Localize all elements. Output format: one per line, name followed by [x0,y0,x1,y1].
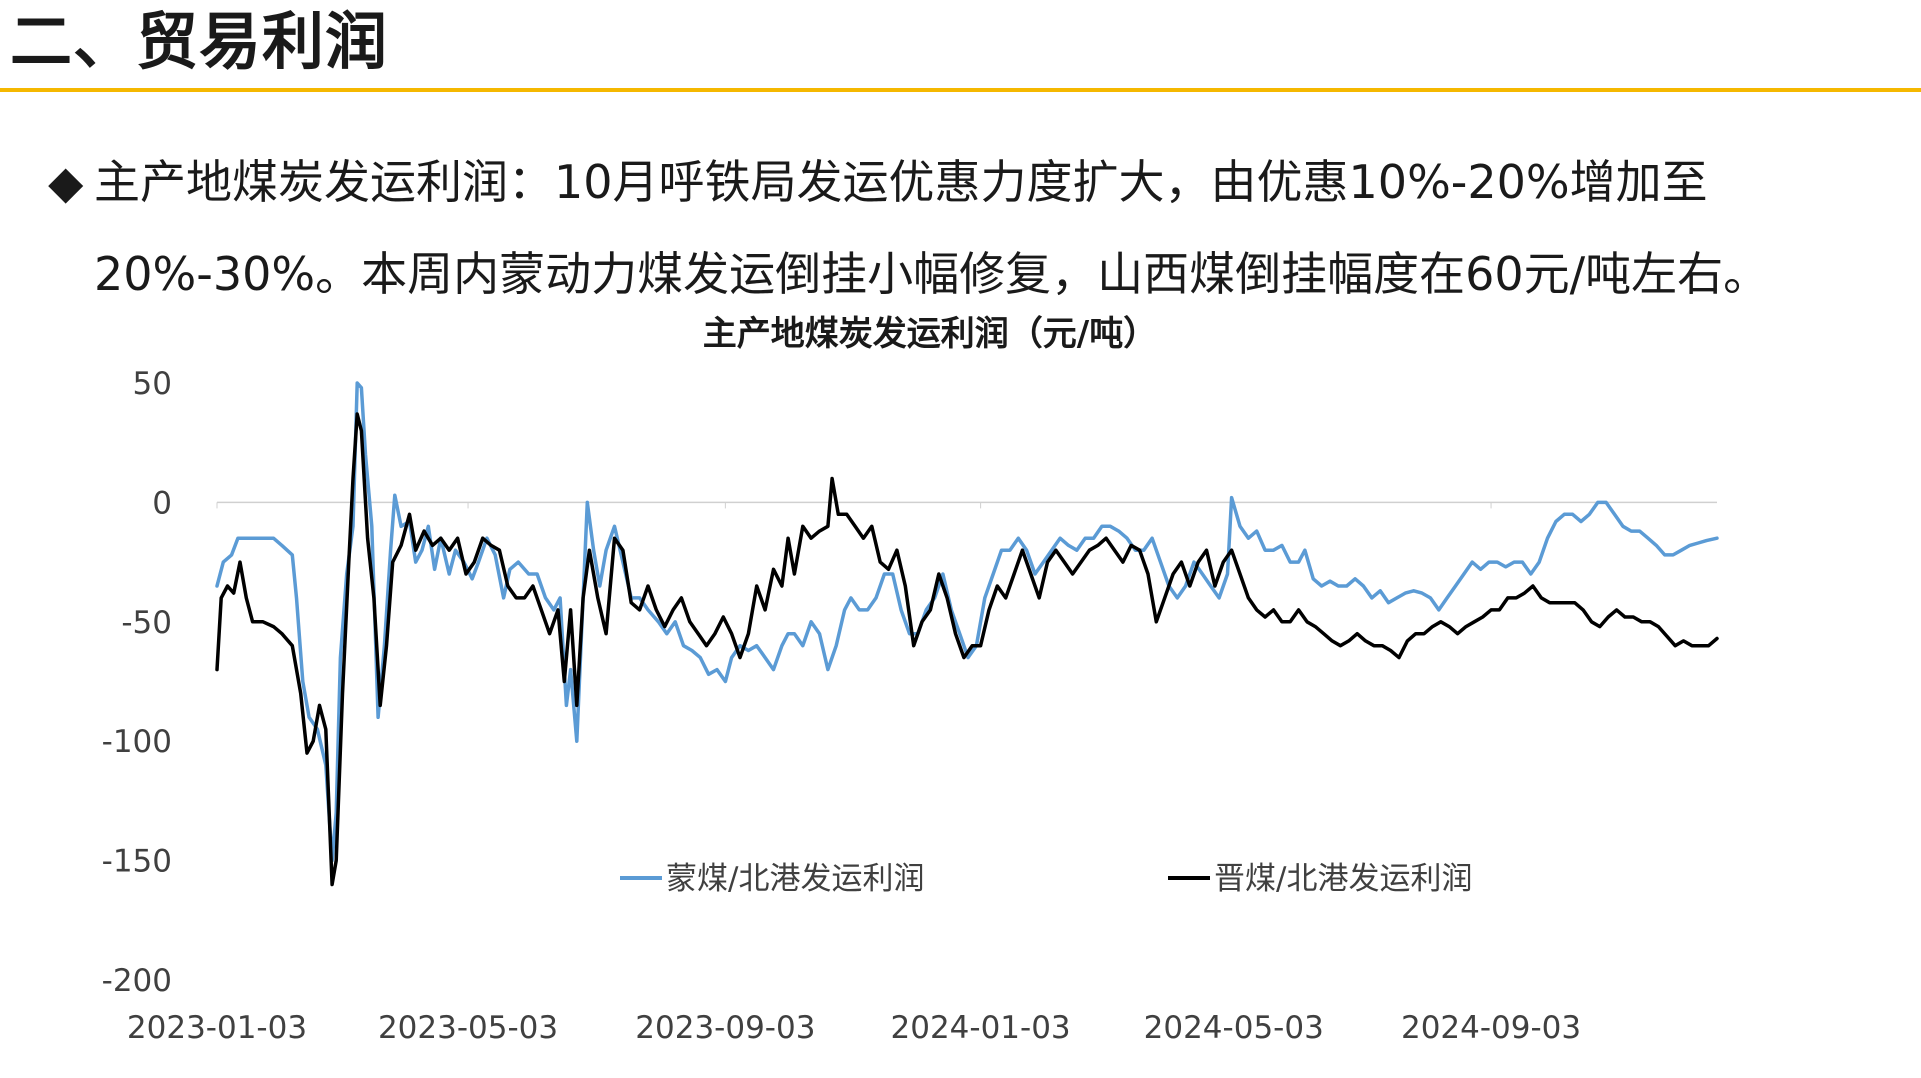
x-tick-label: 2023-05-03 [378,1010,558,1046]
bullet-text: 主产地煤炭发运利润：10月呼铁局发运优惠力度扩大，由优惠10%-20%增加至20… [94,155,1770,301]
series-line-jin [215,412,1719,887]
x-tick-label: 2024-01-03 [891,1010,1071,1046]
diamond-bullet-icon: ◆ [48,155,84,209]
y-tick-label: 50 [133,366,172,402]
legend-label: 蒙煤/北港发运利润 [666,861,924,897]
legend-label: 晋煤/北港发运利润 [1214,861,1472,897]
y-tick-label: -200 [102,963,172,999]
chart-title: 主产地煤炭发运利润（元/吨） [703,314,1157,354]
y-tick-label: -50 [121,605,172,641]
y-axis: 50 0 -50 -100 -150 -200 [102,366,172,999]
chart-container: 主产地煤炭发运利润（元/吨） 50 0 -50 -100 -150 -200 2023-0… [0,310,1921,1074]
x-tick-label: 2023-09-03 [635,1010,815,1046]
y-tick-label: -150 [102,844,172,880]
series-line-meng [215,381,1719,863]
y-tick-label: -100 [102,724,172,760]
chart-legend: 蒙煤/北港发运利润 晋煤/北港发运利润 [620,861,1472,897]
x-tick-label: 2023-01-03 [127,1010,307,1046]
bullet-paragraph: ◆ 主产地煤炭发运利润：10月呼铁局发运优惠力度扩大，由优惠10%-20%增加至2… [48,136,1921,320]
x-tick-label: 2024-05-03 [1144,1010,1324,1046]
profit-line-chart: 主产地煤炭发运利润（元/吨） 50 0 -50 -100 -150 -200 2023-0… [102,314,1719,1046]
y-tick-label: 0 [152,485,172,521]
x-tick-label: 2024-09-03 [1401,1010,1581,1046]
page-title: 二、贸易利润 [10,5,389,78]
series-lines [215,381,1719,887]
x-axis: 2023-01-03 2023-05-03 2023-09-03 2024-01-03… [127,502,1581,1046]
title-rule [0,88,1921,92]
